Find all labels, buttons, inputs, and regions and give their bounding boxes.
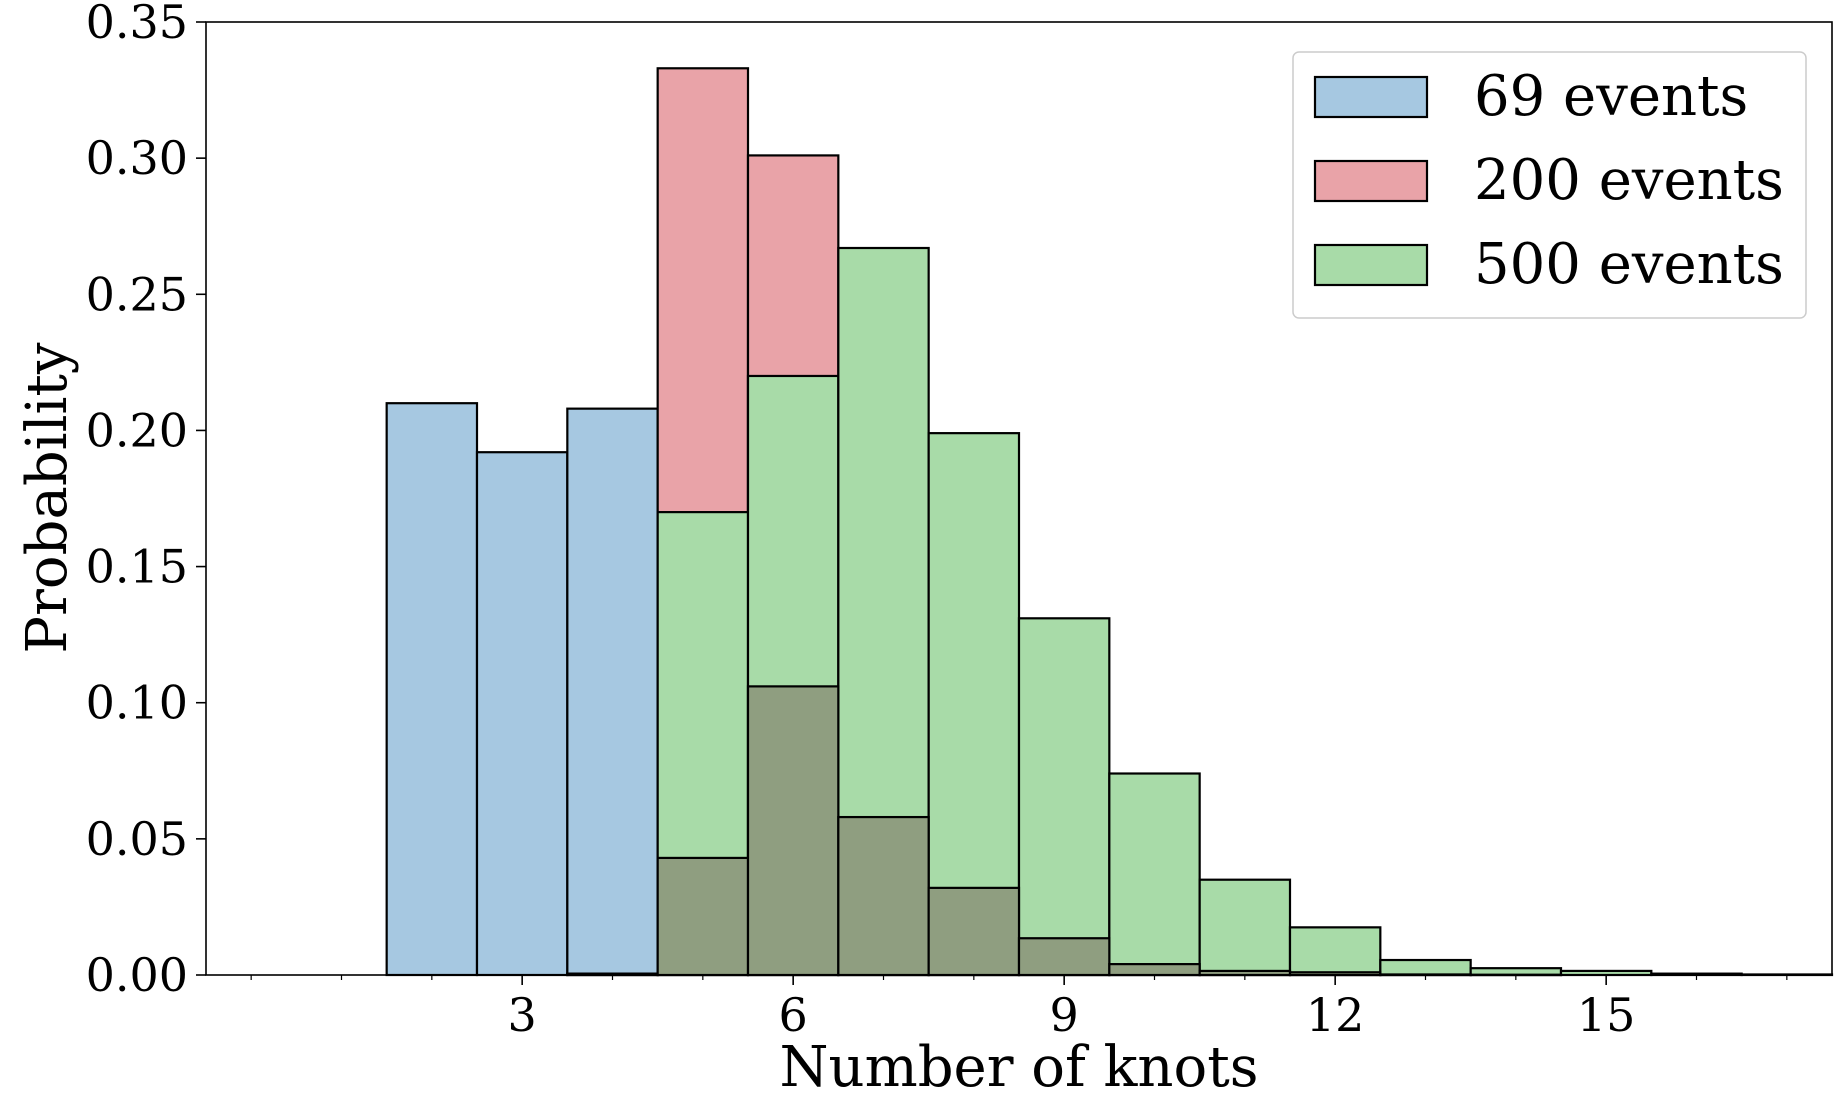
bar-series3-bin-7: [838, 817, 928, 975]
bar-series0-bin-2: [387, 403, 477, 975]
x-tick-label: 12: [1306, 988, 1365, 1042]
legend-swatch: [1315, 245, 1427, 285]
bar-series3-bin-6: [748, 686, 838, 975]
bar-series3-bin-9: [1019, 938, 1109, 975]
legend-swatch: [1315, 77, 1427, 117]
legend: 69 events 200 events 500 events: [1293, 52, 1806, 318]
x-tick-label: 9: [1050, 988, 1079, 1042]
bar-series2-bin-13: [1380, 960, 1470, 975]
bar-series2-bin-9: [1019, 618, 1109, 975]
y-tick-label: 0.20: [86, 403, 188, 457]
bar-series3-bin-8: [929, 888, 1019, 975]
x-tick-label: 3: [508, 988, 537, 1042]
x-axis-label: Number of knots: [780, 1035, 1259, 1097]
x-tick-label: 6: [779, 988, 808, 1042]
bar-series0-bin-3: [477, 452, 567, 975]
y-tick-label: 0.15: [86, 540, 188, 594]
x-tick-label: 15: [1577, 988, 1636, 1042]
bar-series3-bin-5: [658, 858, 748, 975]
y-tick-label: 0.35: [86, 0, 188, 49]
legend-label: 69 events: [1474, 64, 1748, 129]
y-tick-label: 0.25: [86, 267, 188, 321]
y-tick-label: 0.30: [86, 131, 188, 185]
bar-series2-bin-11: [1200, 880, 1290, 975]
y-tick-label: 0.05: [86, 812, 188, 866]
bar-series0-bin-4: [567, 409, 657, 975]
legend-label: 500 events: [1474, 232, 1784, 297]
legend-swatch: [1315, 161, 1427, 201]
legend-label: 200 events: [1474, 148, 1784, 213]
y-tick-label: 0.00: [86, 948, 188, 1002]
bar-series2-bin-12: [1290, 927, 1380, 975]
bar-series3-bin-10: [1109, 964, 1199, 975]
y-axis-label: Probability: [15, 342, 80, 653]
bar-series2-bin-10: [1109, 774, 1199, 975]
y-tick-label: 0.10: [86, 676, 188, 730]
